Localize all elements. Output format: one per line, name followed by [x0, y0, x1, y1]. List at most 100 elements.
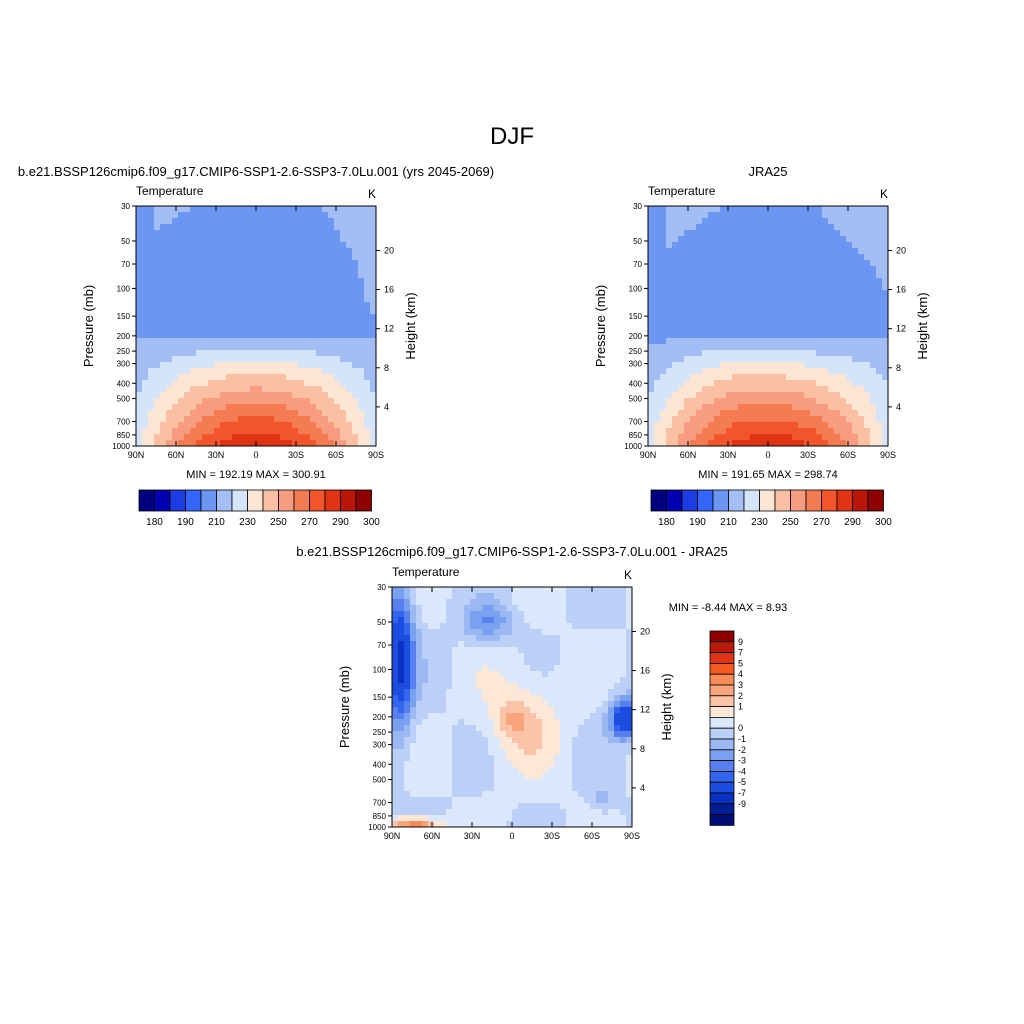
- field-cell: [202, 434, 209, 441]
- field-cell: [572, 767, 579, 774]
- field-cell: [834, 230, 841, 237]
- field-cell: [822, 440, 829, 447]
- field-cell: [404, 683, 411, 690]
- contour-field: [136, 206, 377, 447]
- field-cell: [518, 617, 525, 624]
- field-cell: [828, 344, 835, 351]
- field-cell: [672, 374, 679, 381]
- field-cell: [852, 236, 859, 243]
- field-cell: [160, 218, 167, 225]
- field-cell: [292, 218, 299, 225]
- field-cell: [590, 587, 597, 594]
- field-cell: [756, 428, 763, 435]
- field-cell: [202, 350, 209, 357]
- field-cell: [822, 206, 829, 213]
- field-cell: [250, 374, 257, 381]
- field-cell: [608, 749, 615, 756]
- field-cell: [322, 386, 329, 393]
- field-cell: [702, 266, 709, 273]
- field-cell: [322, 272, 329, 279]
- field-cell: [596, 737, 603, 744]
- field-cell: [518, 761, 525, 768]
- field-cell: [684, 428, 691, 435]
- field-cell: [452, 659, 459, 666]
- field-cell: [370, 290, 377, 297]
- field-cell: [744, 416, 751, 423]
- field-cell: [464, 623, 471, 630]
- field-cell: [774, 338, 781, 345]
- field-cell: [762, 248, 769, 255]
- field-cell: [358, 308, 365, 315]
- field-cell: [238, 350, 245, 357]
- field-cell: [750, 290, 757, 297]
- field-cell: [708, 404, 715, 411]
- field-cell: [464, 773, 471, 780]
- field-cell: [160, 290, 167, 297]
- field-cell: [494, 719, 501, 726]
- field-cell: [792, 284, 799, 291]
- field-cell: [602, 755, 609, 762]
- field-cell: [488, 737, 495, 744]
- field-cell: [328, 320, 335, 327]
- field-cell: [214, 344, 221, 351]
- field-cell: [352, 254, 359, 261]
- field-cell: [458, 743, 465, 750]
- field-cell: [292, 344, 299, 351]
- field-cell: [714, 224, 721, 231]
- field-cell: [226, 254, 233, 261]
- field-cell: [190, 230, 197, 237]
- field-cell: [864, 314, 871, 321]
- field-cell: [190, 440, 197, 447]
- field-cell: [226, 296, 233, 303]
- field-cell: [530, 761, 537, 768]
- field-cell: [608, 713, 615, 720]
- colorbar: 180 190 210 230 250 270 290 300: [138, 489, 380, 528]
- field-cell: [286, 254, 293, 261]
- field-cell: [518, 755, 525, 762]
- field-cell: [184, 380, 191, 387]
- field-cell: [286, 230, 293, 237]
- field-cell: [672, 326, 679, 333]
- field-cell: [876, 224, 883, 231]
- field-cell: [184, 230, 191, 237]
- field-cell: [696, 272, 703, 279]
- field-cell: [578, 767, 585, 774]
- field-cell: [512, 695, 519, 702]
- field-cell: [440, 647, 447, 654]
- field-cell: [768, 314, 775, 321]
- field-cell: [608, 593, 615, 600]
- field-cell: [410, 695, 417, 702]
- field-cell: [464, 677, 471, 684]
- field-cell: [202, 284, 209, 291]
- field-cell: [214, 212, 221, 219]
- field-cell: [370, 410, 377, 417]
- field-cell: [732, 224, 739, 231]
- field-cell: [738, 278, 745, 285]
- field-cell: [786, 266, 793, 273]
- field-cell: [572, 707, 579, 714]
- field-cell: [720, 266, 727, 273]
- field-cell: [690, 248, 697, 255]
- field-cell: [584, 761, 591, 768]
- field-cell: [488, 641, 495, 648]
- field-cell: [500, 749, 507, 756]
- field-cell: [626, 653, 633, 660]
- field-cell: [428, 707, 435, 714]
- field-cell: [684, 224, 691, 231]
- field-cell: [714, 374, 721, 381]
- field-cell: [620, 593, 627, 600]
- y-tick-label: 250: [117, 347, 131, 356]
- field-cell: [702, 368, 709, 375]
- field-cell: [340, 380, 347, 387]
- field-cell: [572, 737, 579, 744]
- field-cell: [608, 815, 615, 822]
- field-cell: [708, 290, 715, 297]
- field-cell: [750, 212, 757, 219]
- field-cell: [238, 344, 245, 351]
- field-cell: [822, 410, 829, 417]
- field-cell: [702, 428, 709, 435]
- field-cell: [560, 743, 567, 750]
- field-cell: [654, 266, 661, 273]
- field-cell: [488, 755, 495, 762]
- field-cell: [666, 224, 673, 231]
